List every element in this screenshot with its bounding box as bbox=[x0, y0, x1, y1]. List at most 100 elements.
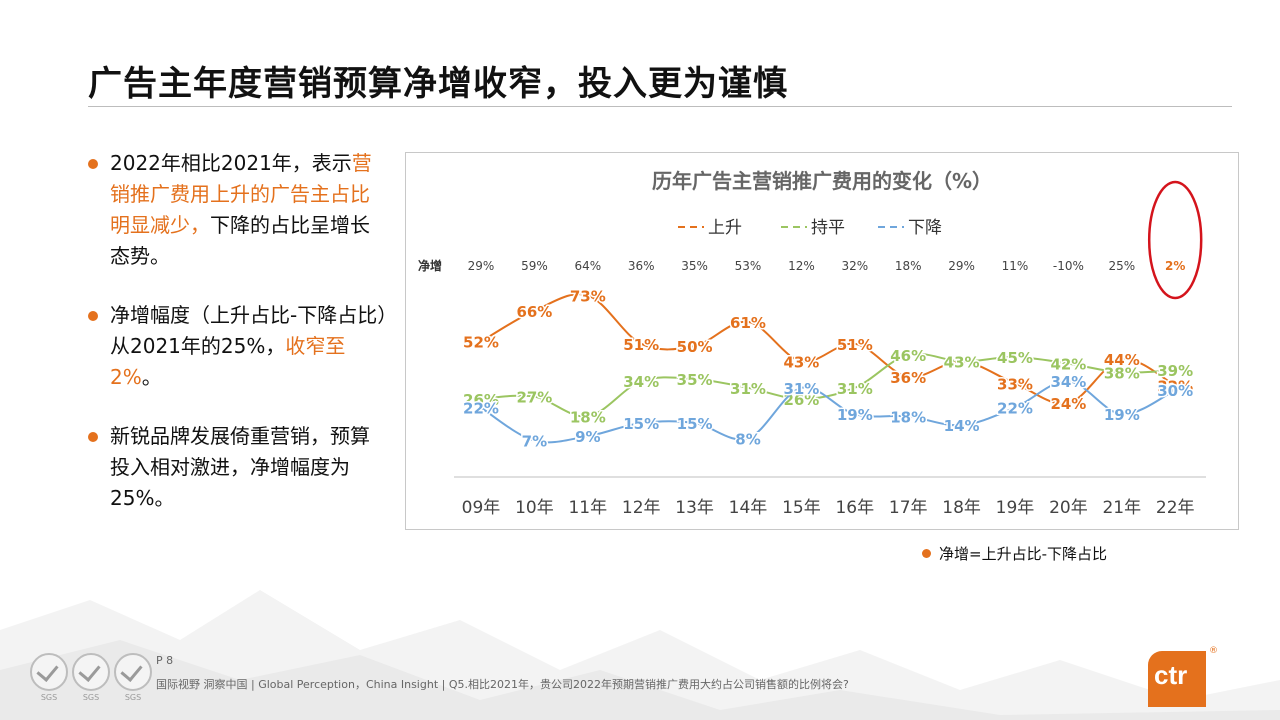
data-label: 22% bbox=[463, 400, 499, 418]
page-number: P 8 bbox=[156, 654, 174, 667]
net-value-label: 53% bbox=[735, 259, 762, 273]
data-label: 19% bbox=[837, 406, 873, 424]
x-tick-label: 12年 bbox=[622, 498, 661, 518]
net-value-label: 29% bbox=[468, 259, 495, 273]
bullet-list: 2022年相比2021年，表示营销推广费用上升的广告主占比明显减少，下降的占比呈… bbox=[88, 148, 388, 542]
net-value-label: 59% bbox=[521, 259, 548, 273]
legend-label: 上升 bbox=[708, 218, 742, 238]
net-value-label: 25% bbox=[1108, 259, 1135, 273]
logo-text: ctr bbox=[1154, 660, 1188, 690]
data-label: 39% bbox=[1157, 362, 1193, 380]
sgs-badge-icon: SGS bbox=[72, 653, 110, 702]
net-value-label: 32% bbox=[841, 259, 868, 273]
background-mountains bbox=[0, 590, 1280, 720]
data-label: 50% bbox=[677, 338, 713, 356]
data-label: 52% bbox=[463, 334, 499, 352]
data-label: 43% bbox=[944, 353, 980, 371]
data-label: 18% bbox=[890, 408, 926, 426]
data-label: 31% bbox=[783, 380, 819, 398]
x-tick-label: 18年 bbox=[942, 498, 981, 518]
bullet-item: 2022年相比2021年，表示营销推广费用上升的广告主占比明显减少，下降的占比呈… bbox=[88, 148, 388, 272]
net-value-label: 11% bbox=[1002, 259, 1029, 273]
page-title: 广告主年度营销预算净增收窄，投入更为谨慎 bbox=[88, 64, 788, 104]
data-label: 42% bbox=[1050, 356, 1086, 374]
net-value-label: -10% bbox=[1053, 259, 1084, 273]
bullet-item: 净增幅度（上升占比-下降占比）从2021年的25%，收窄至2%。 bbox=[88, 300, 388, 393]
ctr-logo bbox=[1148, 651, 1206, 707]
x-tick-label: 16年 bbox=[835, 498, 874, 518]
series-line bbox=[480, 293, 1176, 405]
data-label: 44% bbox=[1104, 351, 1140, 369]
data-label: 19% bbox=[1104, 406, 1140, 424]
x-tick-label: 21年 bbox=[1102, 498, 1141, 518]
x-tick-label: 10年 bbox=[515, 498, 554, 518]
data-label: 46% bbox=[890, 347, 926, 365]
note-dot bbox=[922, 549, 931, 558]
x-tick-label: 20年 bbox=[1049, 498, 1088, 518]
data-label: 43% bbox=[783, 353, 819, 371]
certification-badges: SGS SGS SGS bbox=[30, 653, 152, 702]
bullet-dot bbox=[88, 432, 98, 442]
net-value-label: 64% bbox=[574, 259, 601, 273]
chart-panel: 历年广告主营销推广费用的变化（%） 上升 持平 下降净增 29% 59% 64% 36% 35%… bbox=[405, 152, 1239, 530]
net-row-label: 净增 bbox=[418, 258, 442, 273]
bullet-text: 2022年相比2021年，表示 bbox=[110, 151, 352, 175]
data-label: 73% bbox=[570, 287, 606, 305]
registered-mark: ® bbox=[1209, 646, 1218, 656]
data-label: 18% bbox=[570, 408, 606, 426]
data-label: 35% bbox=[677, 371, 713, 389]
sgs-badge-icon: SGS bbox=[114, 653, 152, 702]
x-tick-label: 19年 bbox=[996, 498, 1035, 518]
data-label: 26% bbox=[783, 391, 819, 409]
data-label: 7% bbox=[522, 433, 547, 451]
data-label: 34% bbox=[1050, 373, 1086, 391]
net-definition-note: 净增=上升占比-下降占比 bbox=[922, 543, 1107, 564]
x-tick-label: 09年 bbox=[462, 498, 501, 518]
data-label: 24% bbox=[1050, 395, 1086, 413]
x-tick-label: 14年 bbox=[729, 498, 768, 518]
data-label: 9% bbox=[575, 428, 600, 446]
data-label: 31% bbox=[837, 380, 873, 398]
bullet-highlight: 营销推广费用上升的广告主占比明显减少， bbox=[110, 151, 372, 237]
data-label: 8% bbox=[735, 430, 760, 448]
data-label: 15% bbox=[623, 415, 659, 433]
data-label: 14% bbox=[944, 417, 980, 435]
legend-label: 持平 bbox=[811, 218, 845, 238]
bullet-dot bbox=[88, 311, 98, 321]
legend-label: 下降 bbox=[908, 218, 942, 238]
series-line bbox=[480, 380, 1176, 444]
data-label: 61% bbox=[730, 314, 766, 332]
highlight-circle bbox=[1147, 180, 1203, 300]
bullet-dot bbox=[88, 159, 98, 169]
x-tick-label: 11年 bbox=[568, 498, 607, 518]
title-divider bbox=[88, 106, 1232, 107]
data-label: 51% bbox=[623, 336, 659, 354]
net-value-label: 29% bbox=[948, 259, 975, 273]
net-value-label: 2% bbox=[1165, 259, 1185, 273]
footer-text: 国际视野 洞察中国 | Global Perception，China Insi… bbox=[156, 678, 849, 691]
data-label: 38% bbox=[1104, 364, 1140, 382]
data-label: 22% bbox=[997, 400, 1033, 418]
data-label: 31% bbox=[730, 380, 766, 398]
data-label: 34% bbox=[623, 373, 659, 391]
net-value-label: 36% bbox=[628, 259, 655, 273]
bullet-item: 新锐品牌发展倚重营销，预算投入相对激进，净增幅度为25%。 bbox=[88, 421, 388, 514]
data-label: 26% bbox=[463, 391, 499, 409]
x-tick-label: 22年 bbox=[1156, 498, 1195, 518]
data-label: 45% bbox=[997, 349, 1033, 367]
data-label: 27% bbox=[516, 389, 552, 407]
net-value-label: 18% bbox=[895, 259, 922, 273]
data-label: 66% bbox=[516, 303, 552, 321]
net-value-label: 12% bbox=[788, 259, 815, 273]
net-value-label: 35% bbox=[681, 259, 708, 273]
note-text: 净增=上升占比-下降占比 bbox=[939, 545, 1107, 563]
x-tick-label: 17年 bbox=[889, 498, 928, 518]
bullet-highlight: 收窄至2% bbox=[110, 334, 346, 389]
bullet-text: 下降的占比呈增长态势。 bbox=[110, 213, 370, 268]
chart-title: 历年广告主营销推广费用的变化（%） bbox=[652, 169, 992, 193]
data-label: 32% bbox=[1157, 378, 1193, 396]
series-line bbox=[480, 352, 1176, 418]
sgs-badge-icon: SGS bbox=[30, 653, 68, 702]
bullet-text: 新锐品牌发展倚重营销，预算投入相对激进，净增幅度为25%。 bbox=[110, 424, 370, 510]
